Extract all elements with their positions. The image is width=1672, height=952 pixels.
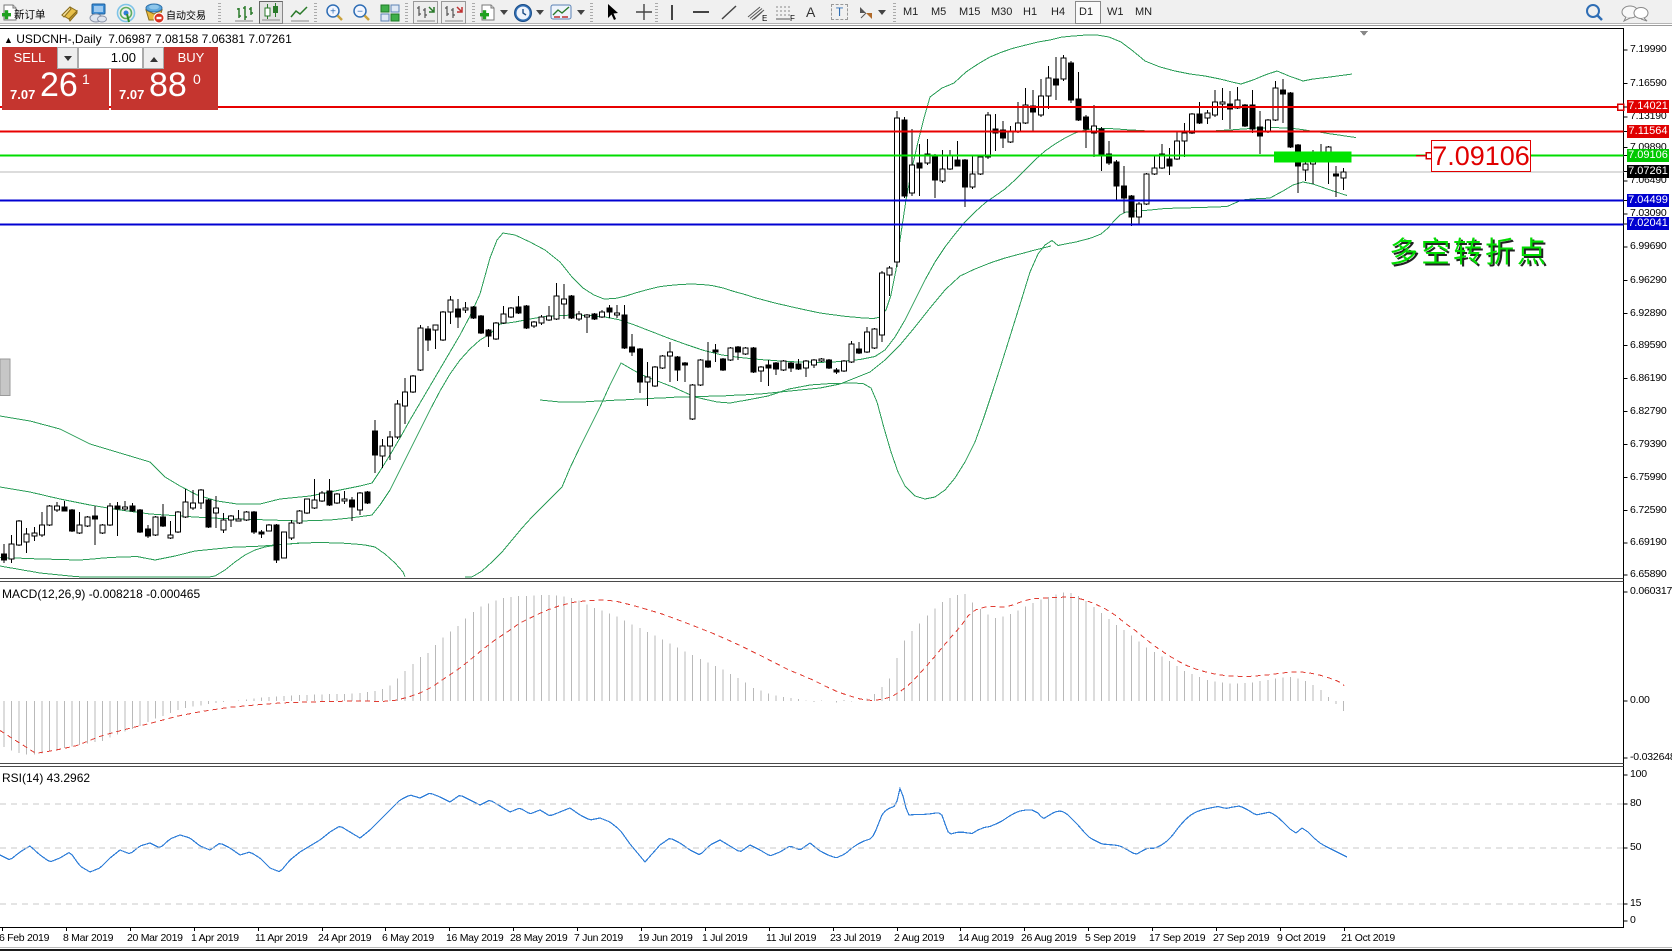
svg-text:F: F (790, 14, 795, 23)
svg-text:−: − (357, 7, 363, 18)
svg-text:+: + (330, 7, 336, 18)
svg-text:E: E (762, 14, 767, 23)
